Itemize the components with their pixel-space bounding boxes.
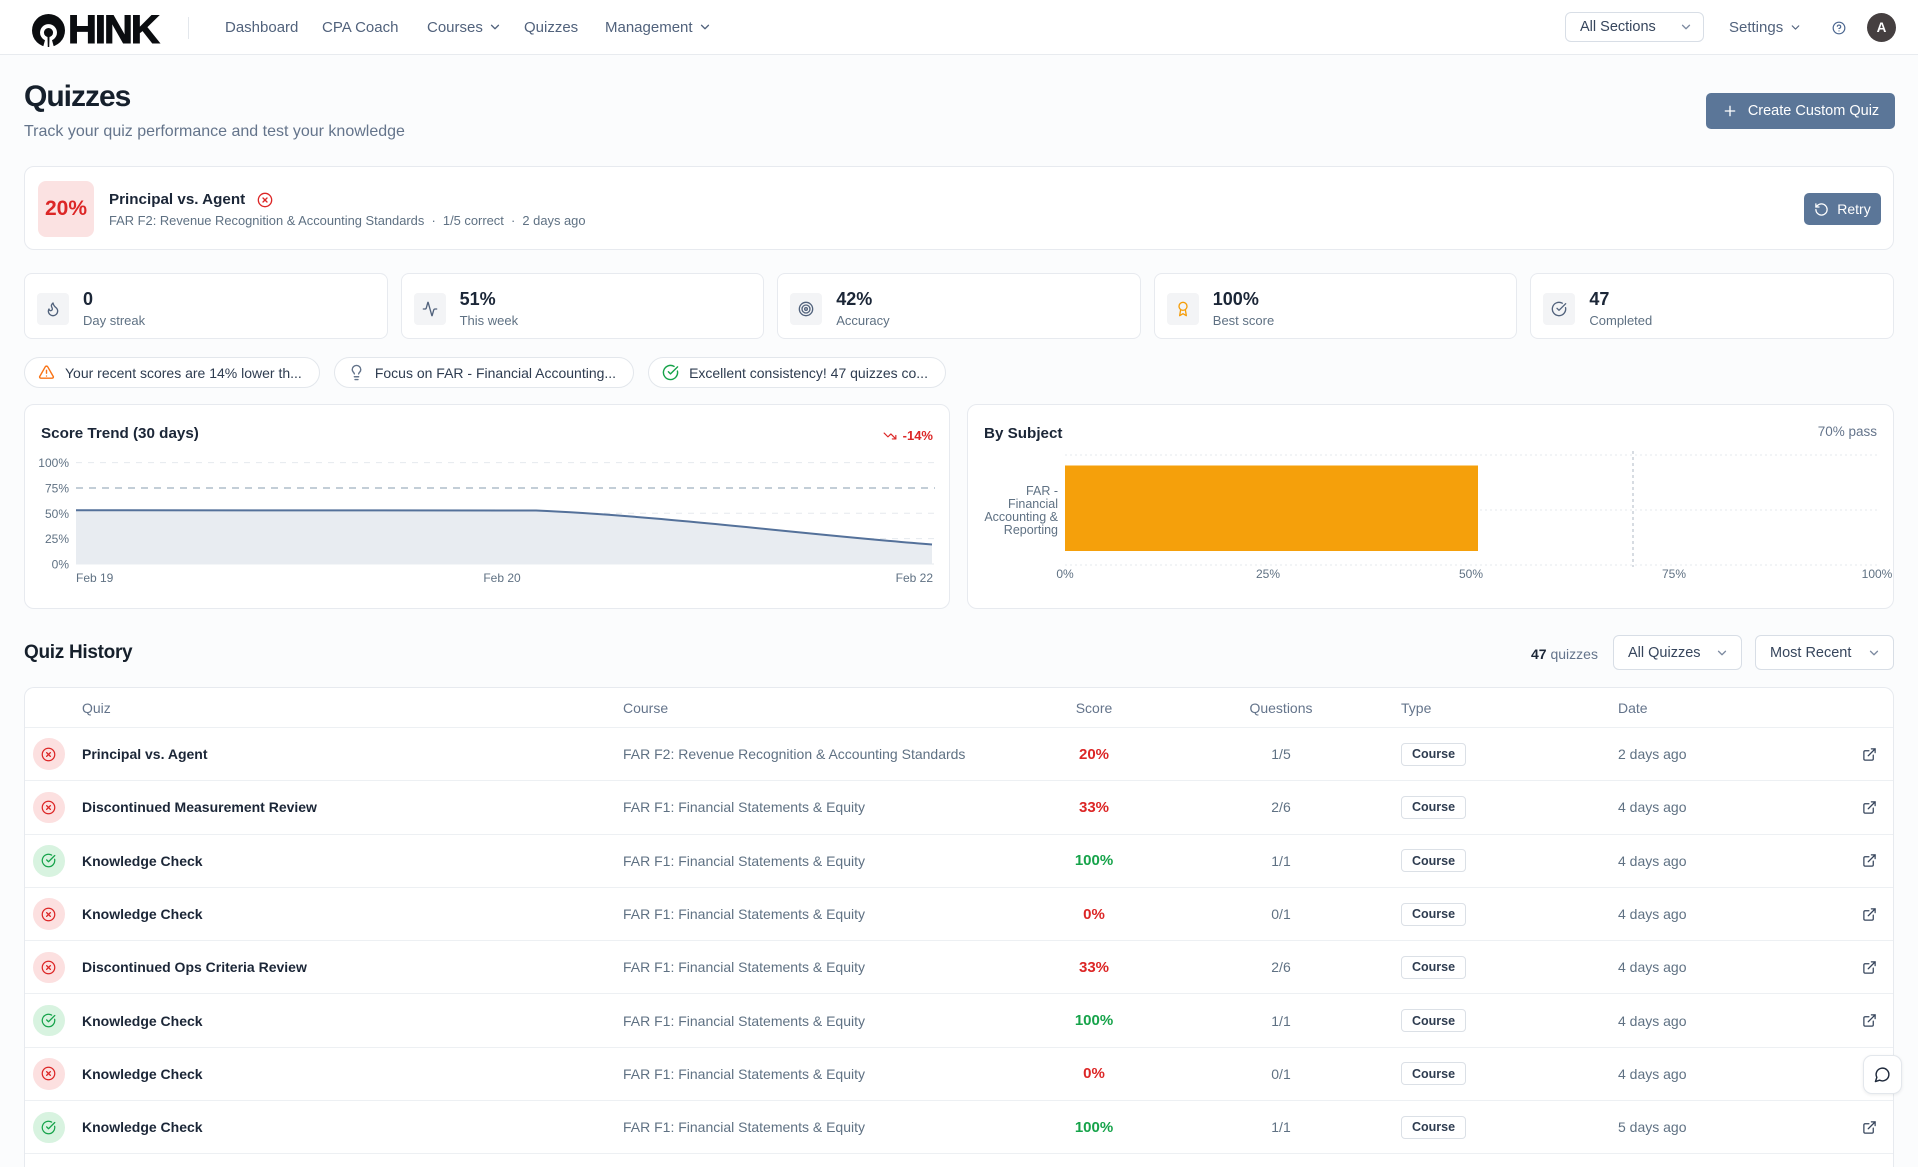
svg-text:0%: 0% [1056, 567, 1074, 581]
svg-text:Reporting: Reporting [1004, 523, 1058, 537]
svg-text:25%: 25% [45, 532, 69, 546]
svg-text:50%: 50% [45, 507, 69, 521]
svg-text:0%: 0% [52, 558, 70, 572]
svg-text:Feb 22: Feb 22 [896, 571, 934, 585]
svg-text:Financial: Financial [1008, 497, 1058, 511]
svg-text:75%: 75% [1662, 567, 1686, 581]
svg-text:100%: 100% [1862, 567, 1893, 581]
svg-text:50%: 50% [1459, 567, 1483, 581]
svg-text:FAR -: FAR - [1026, 484, 1058, 498]
svg-text:100%: 100% [38, 456, 69, 470]
svg-text:25%: 25% [1256, 567, 1280, 581]
svg-text:75%: 75% [45, 482, 69, 496]
svg-text:Accounting &: Accounting & [984, 510, 1058, 524]
svg-text:Feb 20: Feb 20 [483, 571, 521, 585]
svg-text:Feb 19: Feb 19 [76, 571, 114, 585]
